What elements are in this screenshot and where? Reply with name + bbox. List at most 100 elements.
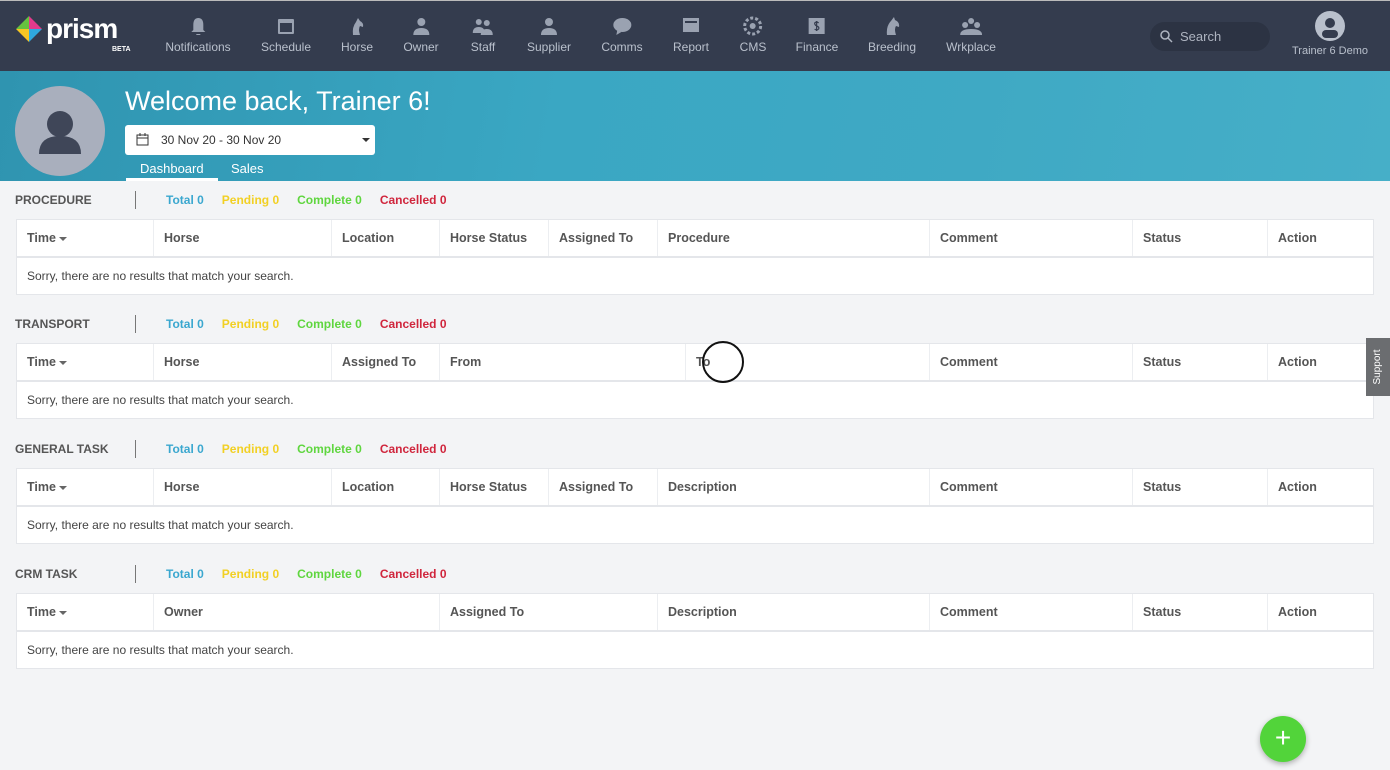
column-header-horse-status[interactable]: Horse Status (439, 469, 548, 505)
total-count[interactable]: Total 0 (166, 567, 204, 581)
column-header-status[interactable]: Status (1132, 594, 1267, 630)
chevron-down-icon (362, 138, 370, 146)
column-label: Assigned To (342, 355, 417, 369)
column-header-status[interactable]: Status (1132, 220, 1267, 256)
column-label: Status (1143, 231, 1182, 245)
column-header-assigned-to[interactable]: Assigned To (439, 594, 657, 630)
nav-label: Horse (340, 40, 374, 54)
nav-item-notifications[interactable]: Notifications (165, 15, 231, 54)
pending-count[interactable]: Pending 0 (221, 317, 280, 331)
column-label: Comment (940, 231, 998, 245)
nav-item-owner[interactable]: Owner (403, 15, 439, 54)
bell-icon (191, 18, 205, 35)
column-header-action[interactable]: Action (1267, 220, 1375, 256)
prism-logo[interactable]: prism (14, 15, 118, 43)
nav-item-schedule[interactable]: Schedule (261, 15, 311, 54)
column-header-assigned-to[interactable]: Assigned To (548, 220, 657, 256)
column-header-horse[interactable]: Horse (153, 344, 331, 380)
column-label: Description (668, 605, 737, 619)
tab-sales[interactable]: Sales (231, 161, 264, 176)
column-header-status[interactable]: Status (1132, 344, 1267, 380)
nav-label: Breeding (867, 40, 917, 54)
column-header-description[interactable]: Description (657, 594, 929, 630)
column-header-comment[interactable]: Comment (929, 594, 1132, 630)
nav-item-wrkplace[interactable]: Wrkplace (946, 15, 996, 54)
column-label: Assigned To (450, 605, 525, 619)
nav-label: Staff (470, 40, 496, 54)
complete-count[interactable]: Complete 0 (297, 193, 362, 207)
section-title: CRM TASK (15, 567, 78, 581)
add-button[interactable]: + (1260, 716, 1306, 762)
column-header-comment[interactable]: Comment (929, 220, 1132, 256)
divider (135, 565, 136, 583)
cancelled-count[interactable]: Cancelled 0 (379, 567, 447, 581)
cancelled-count[interactable]: Cancelled 0 (379, 317, 447, 331)
horse-head-icon (886, 17, 900, 35)
column-header-assigned-to[interactable]: Assigned To (548, 469, 657, 505)
column-label: Comment (940, 355, 998, 369)
nav-label: Report (672, 40, 710, 54)
pending-count[interactable]: Pending 0 (221, 442, 280, 456)
calendar-icon (277, 19, 294, 34)
nav-item-staff[interactable]: Staff (471, 15, 495, 54)
column-header-comment[interactable]: Comment (929, 469, 1132, 505)
column-header-horse-status[interactable]: Horse Status (439, 220, 548, 256)
total-count[interactable]: Total 0 (166, 442, 204, 456)
column-header-horse[interactable]: Horse (153, 469, 331, 505)
section-title: GENERAL TASK (15, 442, 109, 456)
column-header-from[interactable]: From (439, 344, 685, 380)
dollar-icon (808, 18, 825, 34)
column-label: Time (27, 480, 56, 494)
column-label: Comment (940, 605, 998, 619)
column-header-time[interactable]: Time (17, 344, 153, 380)
date-range-value: 30 Nov 20 - 30 Nov 20 (161, 133, 282, 147)
cancelled-count[interactable]: Cancelled 0 (379, 193, 447, 207)
column-header-description[interactable]: Description (657, 469, 929, 505)
complete-count[interactable]: Complete 0 (297, 567, 362, 581)
column-header-assigned-to[interactable]: Assigned To (331, 344, 439, 380)
cancelled-count[interactable]: Cancelled 0 (379, 442, 447, 456)
complete-count[interactable]: Complete 0 (297, 442, 362, 456)
table-header: Time Horse Location Horse Status Assigned To… (17, 469, 1373, 507)
nav-item-comms[interactable]: Comms (601, 15, 643, 54)
column-header-horse[interactable]: Horse (153, 220, 331, 256)
chat-icon (613, 18, 631, 35)
pending-count[interactable]: Pending 0 (221, 193, 280, 207)
table-header: Time Horse Location Horse Status Assigned To… (17, 220, 1373, 258)
support-button[interactable]: Support (1366, 338, 1390, 396)
column-header-status[interactable]: Status (1132, 469, 1267, 505)
cursor-highlight (702, 341, 744, 383)
column-label: Time (27, 355, 56, 369)
column-header-time[interactable]: Time (17, 594, 153, 630)
column-header-action[interactable]: Action (1267, 344, 1375, 380)
nav-item-supplier[interactable]: Supplier (527, 15, 571, 54)
complete-count[interactable]: Complete 0 (297, 317, 362, 331)
column-header-action[interactable]: Action (1267, 469, 1375, 505)
date-range-picker[interactable]: 30 Nov 20 - 30 Nov 20 (125, 125, 375, 155)
nav-item-cms[interactable]: CMS (740, 15, 766, 54)
column-header-time[interactable]: Time (17, 469, 153, 505)
column-header-action[interactable]: Action (1267, 594, 1375, 630)
nav-item-breeding[interactable]: Breeding (868, 15, 916, 54)
total-count[interactable]: Total 0 (166, 193, 204, 207)
column-label: Action (1278, 231, 1317, 245)
supplier-icon (541, 18, 557, 35)
nav-item-horse[interactable]: Horse (341, 15, 373, 54)
column-label: Horse Status (450, 231, 528, 245)
total-count[interactable]: Total 0 (166, 317, 204, 331)
column-header-location[interactable]: Location (331, 220, 439, 256)
transport-table: Time Horse Assigned To From To Comment Status A… (16, 343, 1374, 419)
column-header-time[interactable]: Time (17, 220, 153, 256)
user-name: Trainer 6 Demo (1291, 45, 1368, 57)
column-header-comment[interactable]: Comment (929, 344, 1132, 380)
tab-dashboard[interactable]: Dashboard (126, 159, 218, 181)
pending-count[interactable]: Pending 0 (221, 567, 280, 581)
user-menu[interactable]: Trainer 6 Demo (1290, 11, 1370, 57)
column-header-owner[interactable]: Owner (153, 594, 439, 630)
nav-item-finance[interactable]: Finance (796, 15, 838, 54)
search-input[interactable]: Search (1150, 22, 1270, 51)
column-header-procedure[interactable]: Procedure (657, 220, 929, 256)
nav-item-report[interactable]: Report (673, 15, 709, 54)
column-label: Description (668, 480, 737, 494)
column-header-location[interactable]: Location (331, 469, 439, 505)
